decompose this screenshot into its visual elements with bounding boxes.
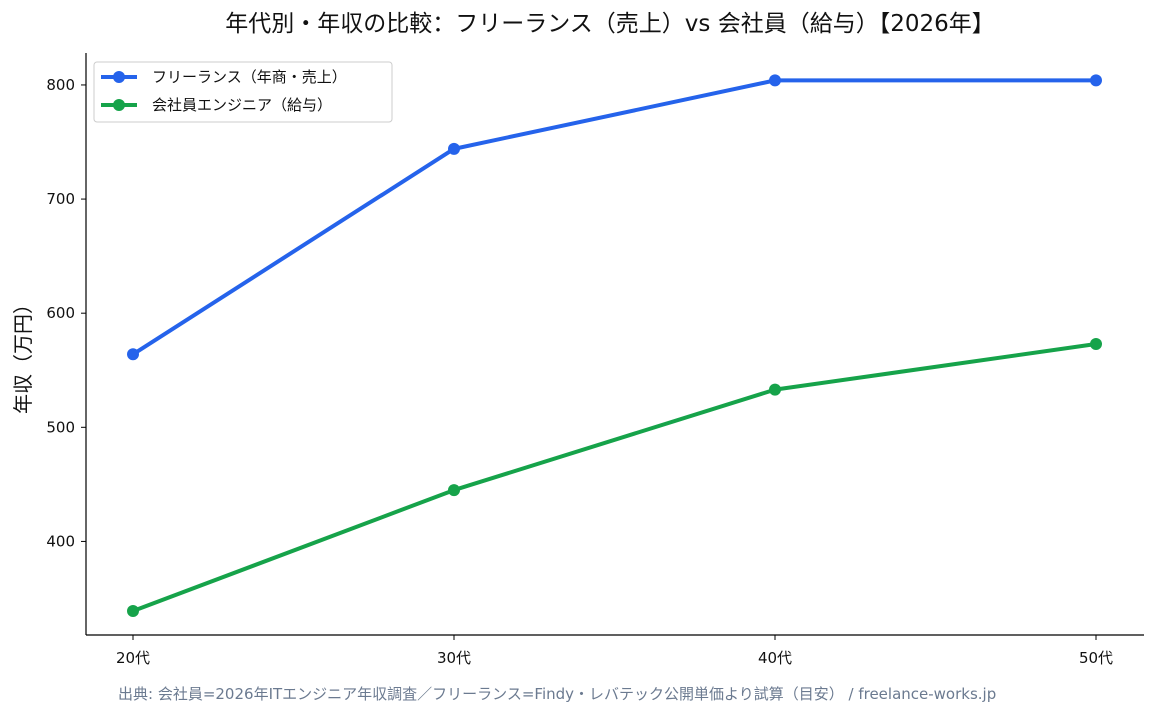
legend-swatch-marker	[113, 99, 125, 111]
legend-swatch-marker	[113, 71, 125, 83]
data-point	[127, 605, 139, 618]
source-note: 出典: 会社員=2026年ITエンジニア年収調査／フリーランス=Findy・レバ…	[118, 685, 997, 703]
x-tick-label: 20代	[116, 649, 150, 667]
data-point	[769, 74, 781, 87]
data-point	[1090, 74, 1102, 87]
data-point	[769, 383, 781, 396]
x-tick-label: 50代	[1079, 649, 1113, 667]
series-line-1	[131, 78, 1098, 357]
y-tick-label: 700	[46, 190, 75, 208]
x-tick-label: 30代	[437, 649, 471, 667]
data-point	[448, 142, 460, 155]
x-tick-label: 40代	[758, 649, 792, 667]
y-axis-label: 年収（万円）	[11, 294, 35, 414]
data-point	[127, 348, 139, 361]
y-tick-label: 800	[46, 76, 75, 94]
legend-label: フリーランス（年商・売上）	[152, 68, 347, 86]
y-tick-label: 500	[46, 418, 75, 436]
legend: フリーランス（年商・売上） 会社員エンジニア（給与）	[93, 61, 393, 123]
data-point	[448, 484, 460, 497]
series-line-2	[131, 342, 1098, 614]
legend-box	[93, 61, 393, 123]
data-point	[1090, 338, 1102, 350]
chart-title: 年代別・年収の比較：フリーランス（売上）vs 会社員（給与）【2026年】	[225, 11, 994, 37]
legend-label: 会社員エンジニア（給与）	[152, 96, 332, 114]
y-tick-label: 600	[46, 304, 75, 322]
y-tick-label: 400	[46, 532, 75, 550]
